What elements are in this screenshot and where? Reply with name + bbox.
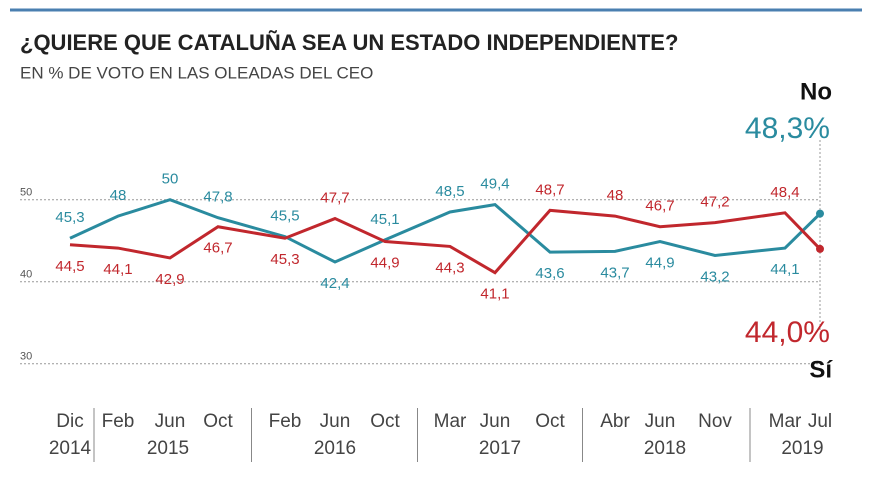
- legend-label: Sí: [809, 356, 833, 383]
- x-tick-label: Mar: [434, 411, 467, 432]
- legend-label: No: [800, 78, 832, 105]
- x-tick-label: Mar: [769, 411, 802, 432]
- end-value-label: 44,0%: [745, 316, 830, 349]
- end-dot: [816, 209, 824, 218]
- value-label: 49,4: [480, 176, 509, 193]
- x-tick-label: Feb: [269, 411, 302, 432]
- y-tick-label: 40: [20, 269, 32, 281]
- x-tick-label: Dic: [56, 411, 83, 432]
- value-label: 50: [162, 171, 179, 188]
- x-tick-label: Jun: [645, 411, 676, 432]
- value-label: 45,1: [370, 211, 399, 228]
- value-label: 45,5: [270, 208, 299, 225]
- x-tick-label: Feb: [102, 411, 135, 432]
- x-group-label: 2014: [49, 438, 92, 459]
- x-tick-label: Oct: [203, 411, 233, 432]
- value-label: 48: [607, 187, 624, 204]
- value-label: 48,7: [535, 181, 564, 198]
- value-label: 45,3: [55, 209, 84, 226]
- y-tick-label: 50: [20, 187, 32, 199]
- x-group-label: 2018: [644, 438, 686, 459]
- x-tick-label: Jul: [808, 411, 832, 432]
- value-label: 44,9: [370, 254, 399, 271]
- value-label: 48: [110, 187, 127, 204]
- chart-subtitle: EN % DE VOTO EN LAS OLEADAS DEL CEO: [20, 63, 373, 82]
- value-label: 43,7: [600, 264, 629, 281]
- value-label: 43,2: [700, 268, 729, 285]
- end-dot: [816, 244, 824, 253]
- end-value-label: 48,3%: [745, 112, 830, 145]
- value-label: 46,7: [645, 198, 674, 215]
- x-tick-label: Oct: [535, 411, 565, 432]
- x-tick-label: Jun: [155, 411, 186, 432]
- x-tick-label: Nov: [698, 411, 732, 432]
- x-tick-label: Jun: [480, 411, 511, 432]
- value-label: 47,8: [203, 189, 232, 206]
- value-label: 41,1: [480, 286, 509, 303]
- y-tick-label: 30: [20, 351, 32, 363]
- value-label: 47,7: [320, 190, 349, 207]
- value-label: 48,5: [435, 183, 464, 200]
- value-label: 43,6: [535, 265, 564, 282]
- x-tick-label: Oct: [370, 411, 400, 432]
- value-label: 44,1: [770, 261, 799, 278]
- value-label: 44,3: [435, 259, 464, 276]
- value-label: 47,2: [700, 194, 729, 211]
- value-label: 44,5: [55, 258, 84, 275]
- x-group-label: 2017: [479, 438, 521, 459]
- x-tick-label: Abr: [600, 411, 630, 432]
- value-label: 48,4: [770, 184, 799, 201]
- value-label: 42,9: [155, 271, 184, 288]
- series-line: [69, 198, 822, 264]
- value-label: 44,9: [645, 254, 674, 271]
- value-label: 45,3: [270, 251, 299, 268]
- x-tick-label: Jun: [320, 411, 351, 432]
- value-label: 44,1: [103, 261, 132, 278]
- x-group-label: 2019: [781, 438, 823, 459]
- x-group-label: 2015: [147, 438, 189, 459]
- value-label: 42,4: [320, 275, 349, 292]
- x-group-label: 2016: [314, 438, 356, 459]
- chart-title: ¿QUIERE QUE CATALUÑA SEA UN ESTADO INDEP…: [20, 30, 678, 55]
- series-line: [69, 208, 822, 275]
- value-label: 46,7: [203, 240, 232, 257]
